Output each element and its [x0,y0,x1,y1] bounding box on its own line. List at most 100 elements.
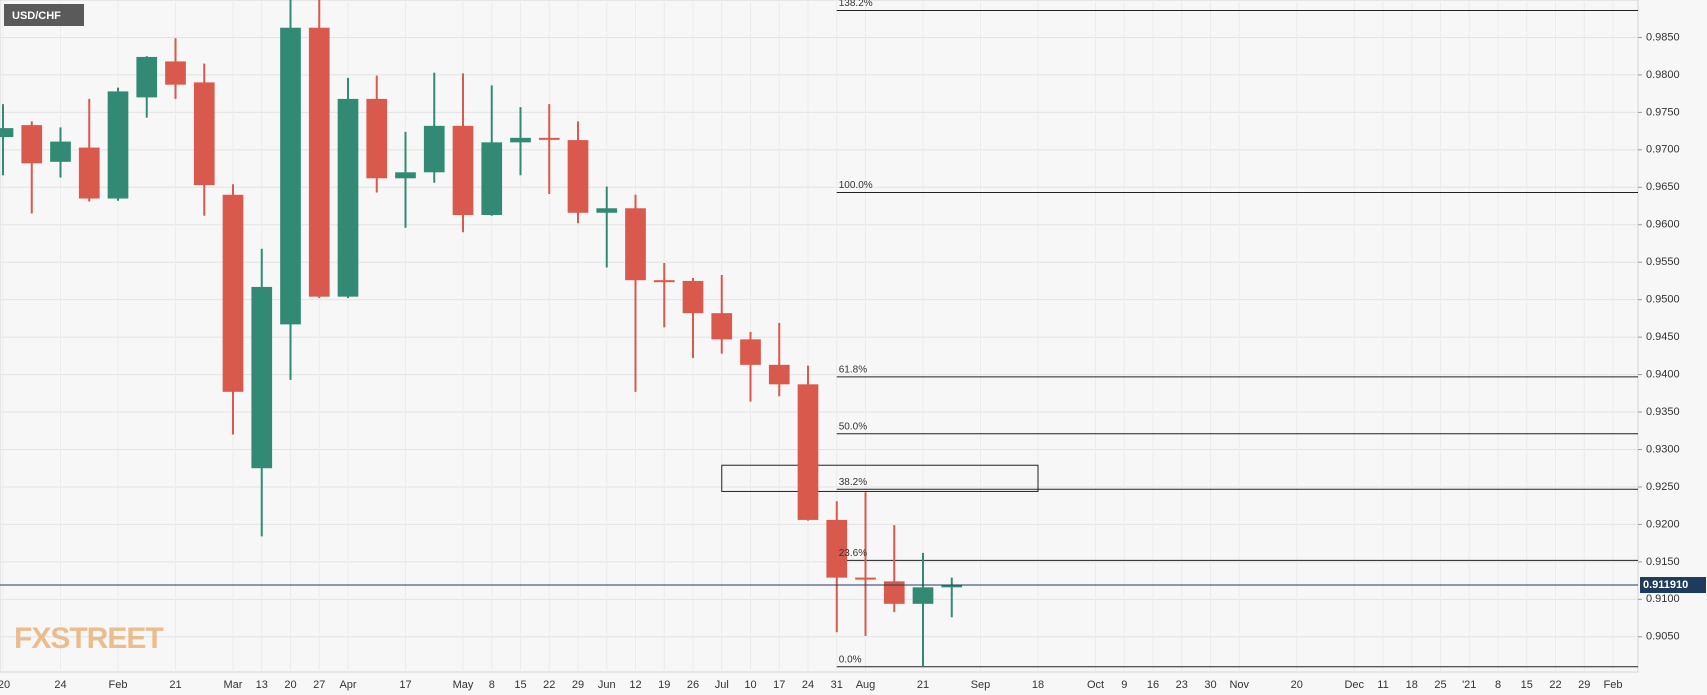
x-tick-label: 26 [687,679,699,691]
x-tick-label: Aug [856,679,876,691]
x-tick-label: Jun [598,679,616,691]
x-tick-label: Apr [339,679,356,691]
x-tick-label: 31 [831,679,843,691]
fib-label: 0.0% [839,654,862,665]
x-tick-label: 23 [1176,679,1188,691]
x-tick-label: '20 [0,679,10,691]
x-tick-label: 30 [1204,679,1216,691]
x-tick-label: Feb [109,679,128,691]
x-tick-label: '21 [1462,679,1476,691]
x-tick-label: 11 [1377,679,1388,691]
candle-body [797,384,819,520]
candle-body [567,140,589,213]
y-tick-label: 0.9400 [1646,368,1680,380]
chart-title: USD/CHF [12,10,61,22]
y-tick-label: 0.9850 [1646,31,1680,43]
candle-body [136,56,158,98]
candle-body [740,339,761,365]
x-tick-label: Sep [971,679,991,691]
x-tick-label: 16 [1147,679,1159,691]
y-tick-label: 0.9200 [1646,518,1680,530]
x-tick-label: 22 [1549,679,1561,691]
fib-label: 100.0% [839,180,873,191]
current-price-box [1640,577,1706,594]
x-tick-label: 21 [917,679,929,691]
y-tick-label: 0.9550 [1646,256,1680,268]
candle-body [193,82,215,186]
candle-body [0,128,14,138]
x-tick-label: 15 [514,679,526,691]
candle-body [107,91,129,199]
plot-area [0,0,1639,673]
x-tick-label: 13 [256,679,268,691]
y-tick-label: 0.9100 [1646,593,1680,605]
watermark: FXSTREET [14,622,163,655]
x-tick-label: 29 [1578,679,1590,691]
y-tick-label: 0.9500 [1646,294,1680,306]
x-tick-label: 24 [802,679,814,691]
x-tick-label: 25 [1434,679,1446,691]
candle-body [596,208,618,213]
fib-label: 38.2% [839,477,867,488]
x-tick-label: 22 [543,679,555,691]
x-tick-label: Oct [1087,679,1104,691]
y-tick-label: 0.9650 [1646,181,1680,193]
x-tick-label: 8 [1495,679,1501,691]
candle-body [423,125,445,173]
y-tick-label: 0.9300 [1646,443,1680,455]
y-tick-label: 0.9350 [1646,406,1680,418]
x-tick-label: 20 [1291,679,1303,691]
candle-body [510,137,531,143]
x-tick-label: 27 [313,679,325,691]
x-tick-label: 10 [744,679,756,691]
x-tick-label: 8 [489,679,495,691]
x-tick-label: Nov [1229,679,1249,691]
y-tick-label: 0.9800 [1646,69,1680,81]
candle-body [337,98,359,297]
fib-label: 50.0% [839,421,867,432]
grid [0,0,1642,672]
x-tick-label: Feb [1604,679,1623,691]
candle-body [366,98,388,179]
candle-body [251,286,273,469]
fib-label: 23.6% [839,548,867,559]
current-price-label: 0.911910 [1643,579,1688,591]
x-tick-label: 29 [572,679,584,691]
x-tick-label: 20 [284,679,296,691]
x-tick-label: 9 [1121,679,1127,691]
y-tick-label: 0.9750 [1646,106,1680,118]
title-box [4,4,84,26]
x-tick-label: 24 [54,679,66,691]
fib-label: 61.8% [839,364,867,375]
y-tick-label: 0.9050 [1646,631,1680,643]
candle-body [711,313,733,340]
x-tick-label: 17 [773,679,785,691]
x-tick-label: 15 [1521,679,1533,691]
candle-body [280,27,301,325]
marks [0,0,1638,668]
y-tick-label: 0.9450 [1646,331,1680,343]
zone-box [721,464,1039,492]
y-tick-label: 0.9250 [1646,481,1680,493]
candle-body [21,125,43,164]
candle-body [308,27,330,297]
candle-body [395,172,416,179]
candle-body [452,125,474,216]
x-tick-label: Dec [1344,679,1364,691]
candle-body [50,141,71,162]
fib-label: 138.2% [839,0,873,9]
y-tick-label: 0.9700 [1646,144,1680,156]
x-tick-label: 17 [399,679,411,691]
candle-body [222,194,244,392]
x-tick-label: 18 [1406,679,1418,691]
candle-body [653,280,675,283]
candle-body [682,280,704,314]
candle-body [941,585,963,588]
x-tick-label: May [453,679,474,691]
x-tick-label: Jul [715,679,729,691]
candle-body [768,364,790,385]
y-tick-label: 0.9150 [1646,556,1680,568]
